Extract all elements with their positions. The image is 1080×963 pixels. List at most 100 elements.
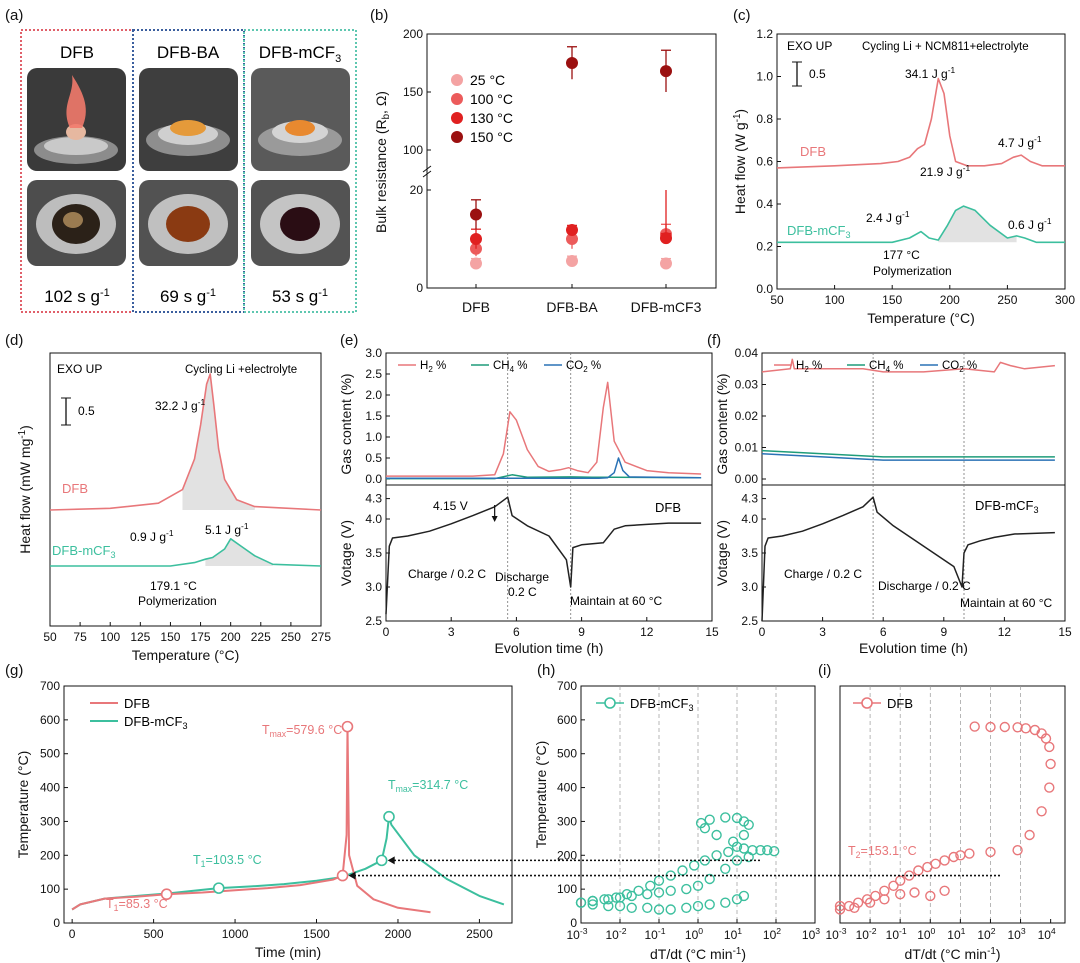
panel-c-annot-mcf3-pre: 2.4 J g-1	[866, 209, 910, 225]
panel-f-legend-label-0: H2 %	[796, 360, 822, 374]
panel-b-point-1-1	[566, 233, 578, 245]
panel-b-legend-marker-0	[451, 74, 463, 86]
dfb-mcf3-photo-frame	[243, 29, 357, 313]
panel-d-annot-dfb-peak-main: 32.2 J g	[155, 399, 198, 413]
panel-i-x-tick-exp-6: 3	[1021, 926, 1026, 936]
panel-a-label: (a)	[5, 7, 23, 24]
panel-g-arc-temperature-chart: (g) 0 500 1000 1500 2000 2500 0 100 200 300 400 500 6…	[5, 662, 513, 960]
panel-i-x-title-tail: )	[996, 946, 1001, 962]
panel-i-annot-t2-rest: =153.1 °C	[861, 844, 917, 858]
panel-c-x-tick-label-4: 250	[997, 293, 1017, 307]
panel-b-point-0-2	[660, 257, 672, 270]
panel-f-gas-y-tick-label-4: 0.04	[735, 346, 759, 360]
panel-h-point-36	[665, 885, 676, 896]
panel-h-legend-label: DFB-mCF3	[630, 696, 694, 713]
panel-c-annot-dfb-peak: 34.1 J g-1	[905, 65, 955, 81]
panel-h-point-5	[633, 885, 644, 896]
panel-b-point-2-2	[660, 232, 672, 245]
panel-b-y-tick-label-3: 150	[403, 85, 423, 99]
dfb-mcf3-burning-photo	[251, 68, 350, 171]
panel-e-legend-label-0-main: H	[420, 360, 428, 372]
panel-f-voltage-y-tick-label-2: 3.5	[741, 546, 758, 560]
panel-f-gas-evolution-mcf3-chart: (f) 0.00 0.01 0.02 0.03 0.04 2.5 3.0 3.5 4.0 4.3 0 3…	[707, 332, 1072, 656]
panel-f-legend-label-1: CH4 %	[869, 360, 904, 374]
panel-i-frame	[839, 685, 1066, 924]
panel-e-legend-label-1-sub: 4	[510, 365, 515, 374]
panel-b-y-title-tail: , Ω)	[373, 91, 389, 114]
panel-c-annot-mcf3-tail-sup: -1	[1044, 216, 1052, 226]
panel-i-x-tick-exp-3: 0	[931, 926, 936, 936]
panel-b-label: (b)	[370, 7, 388, 24]
panel-g-annot-mcf3-tmax-main: T	[388, 778, 396, 792]
panel-h-point-15	[738, 829, 750, 841]
panel-h-point-56	[738, 890, 750, 902]
panel-f-gas-y-tick-label-1: 0.01	[735, 441, 759, 455]
panel-b-legend-label-1: 100 °C	[470, 91, 513, 107]
panel-b-y-title: Bulk resistance (Rb, Ω)	[373, 91, 392, 233]
panel-e-gas-y-tick-label-6: 3.0	[365, 346, 382, 360]
dfb-mcf3-residue-photo	[251, 180, 350, 266]
panel-d-annot-mcf3-pre-sup: -1	[166, 528, 174, 538]
panel-g-annot-mcf3-tmax-rest: =314.7 °C	[412, 778, 468, 792]
panel-h-x-tick-label-3: 100	[685, 926, 703, 942]
panel-h-point-52	[692, 900, 704, 912]
panel-h-y-tick-label-1: 100	[557, 882, 577, 896]
panel-e-voltage-y-tick-label-3: 4.0	[365, 512, 382, 526]
panel-g-x-tick-label-1: 500	[144, 927, 164, 941]
panel-g-y-tick-label-5: 500	[40, 747, 60, 761]
panel-h-point-41	[603, 894, 614, 905]
panel-c-annot-dfb-peak-sup: -1	[948, 65, 956, 75]
panel-c-y-tick-label-1: 0.2	[756, 240, 773, 254]
panel-c-annot-onset: 177 °C	[883, 248, 920, 262]
panel-d-header-condition: Cycling Li +electrolyte	[185, 364, 297, 376]
panel-e-voltage-y-tick-label-0: 2.5	[365, 614, 382, 628]
cross-panel-connectors	[348, 856, 1000, 880]
panel-b-legend-marker-2	[451, 112, 463, 124]
panel-g-legend-label-mcf3: DFB-mCF3	[124, 714, 188, 731]
panel-d-annot-dfb-peak: 32.2 J g-1	[155, 397, 205, 413]
panel-e-legend-label-1: CH4 %	[493, 360, 528, 374]
panel-i-annot-t2-sub: 2	[856, 850, 861, 860]
panel-e-legend-label-1-main: CH	[493, 360, 510, 372]
panel-h-x-tick-label-4: 101	[724, 926, 742, 942]
panel-i-point-7	[895, 875, 906, 886]
panel-i-annot-t2-main: T	[848, 844, 856, 858]
dfb-mcf3-sustain-time: 53 s g-1	[272, 287, 328, 306]
panel-c-annot-mcf3-pre-main: 2.4 J g	[866, 211, 902, 225]
panel-h-y-tick-label-2: 200	[557, 848, 577, 862]
panel-g-annot-dfb-tmax-rest: =579.6 °C	[286, 723, 342, 737]
panel-d-annot-onset: 179.1 °C	[150, 579, 197, 593]
panel-d-label: (d)	[5, 332, 23, 349]
panel-d-dfb-curve	[49, 373, 322, 511]
panel-i-point-21	[1045, 758, 1056, 770]
panel-h-heating-rate-mcf3-chart: (h)10-3 10-2 10-1 100 101 102 1030100200300400…	[533, 662, 820, 962]
panel-f-voltage-y-tick-label-3: 4.0	[741, 512, 758, 526]
panel-g-dfb-curve	[71, 725, 431, 914]
panel-i-point-15	[964, 848, 975, 859]
panel-e-gas-frame	[385, 352, 713, 486]
panel-e-legend-label-2-main: CO	[566, 360, 583, 372]
panel-e-legend-label-2: CO2 %	[566, 360, 601, 374]
panel-g-x-tick-label-3: 1500	[303, 927, 330, 941]
panel-h-point-45	[603, 900, 614, 912]
panel-e-gas-evolution-dfb-chart: (e) 0.0 0.5 1.0 1.5 2.0 2.5 3.0 2.5 3.0 3.5 4.0 4.3 0…	[338, 332, 719, 656]
panel-e-voltage-y-tick-label-4: 4.3	[365, 492, 382, 506]
panel-g-annot-mcf3-t1-main: T	[193, 853, 201, 867]
panel-d-x-tick-label-2: 100	[100, 630, 120, 644]
panel-g-mcf3-marker-2	[383, 810, 395, 823]
panel-f-x-tick-label-1: 3	[819, 625, 826, 639]
panel-b-y-title-sub: b	[381, 113, 392, 119]
panel-d-annot-dfb-peak-sup: -1	[198, 397, 206, 407]
panel-g-annot-dfb-t1-rest: =85.3 °C	[119, 897, 168, 911]
panel-d-scale-bar-label: 0.5	[78, 404, 95, 418]
panel-h-point-24	[728, 836, 739, 847]
panel-e-legend-label-2-rest: %	[588, 360, 601, 372]
panel-d-mcf3-legend: DFB-mCF3	[52, 543, 116, 560]
panel-e-annot-charge: Charge / 0.2 C	[408, 567, 486, 581]
panel-f-x-title: Evolution time (h)	[859, 640, 968, 656]
panel-e-legend-label-2-sub: 2	[583, 365, 588, 374]
panel-f-label: (f)	[707, 332, 721, 349]
panel-d-x-title: Temperature (°C)	[132, 647, 240, 663]
panel-g-dfb-marker-0	[160, 888, 173, 901]
